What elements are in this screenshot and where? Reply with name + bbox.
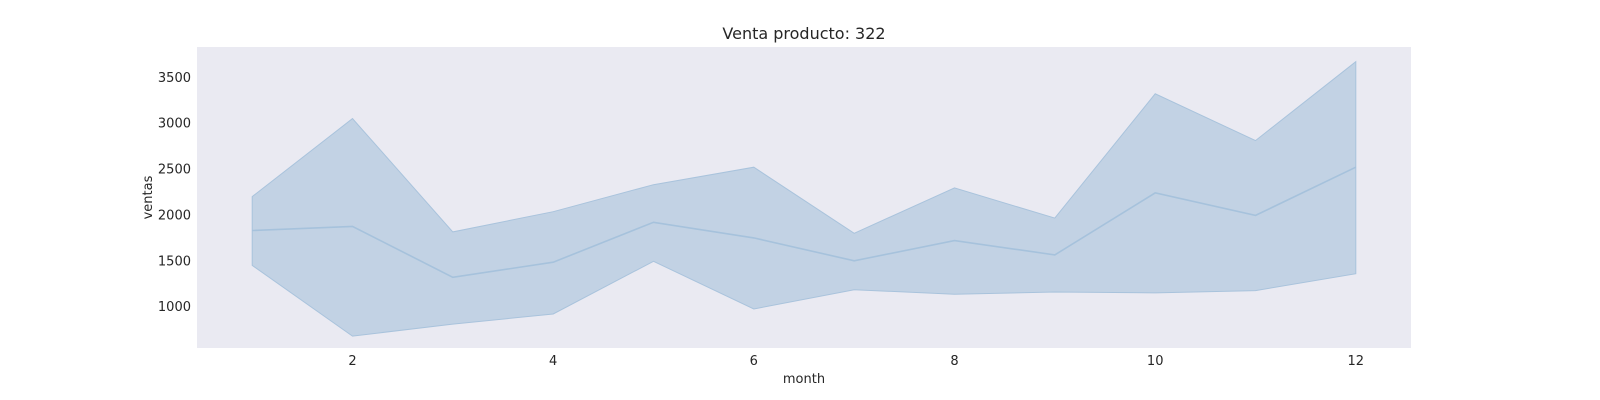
line-layer [252,166,1357,279]
x-tick-label: 2 [348,354,356,369]
y-axis-ticks: 1000 1500 2000 2500 3000 3500 [158,71,191,315]
x-tick-label: 8 [950,354,958,369]
confidence-band [251,60,1357,337]
x-tick-label: 12 [1348,354,1365,369]
y-tick-label: 1500 [158,254,191,269]
x-axis-ticks: 2 4 6 8 10 12 [348,354,1364,369]
y-axis-label: ventas [141,175,156,219]
y-tick-label: 2500 [158,163,191,178]
chart-title: Venta producto: 322 [722,24,885,43]
x-tick-label: 10 [1147,354,1164,369]
series-line [252,166,1357,279]
y-tick-label: 3500 [158,71,191,86]
x-axis-label: month [783,372,825,387]
x-tick-label: 4 [549,354,557,369]
x-tick-label: 6 [750,354,758,369]
confidence-band-layer [251,60,1357,337]
y-tick-label: 2000 [158,208,191,223]
y-tick-label: 3000 [158,117,191,132]
y-tick-label: 1000 [158,300,191,315]
